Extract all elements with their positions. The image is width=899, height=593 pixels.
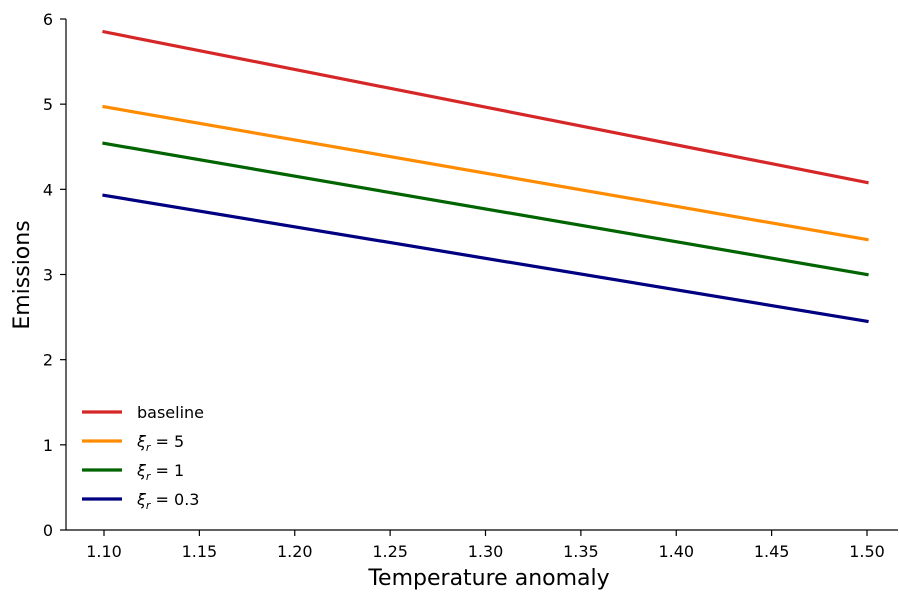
series-lines	[102, 29, 869, 324]
legend-label-main: ξ	[136, 432, 147, 451]
legend-label-2: ξr = 1	[136, 461, 184, 483]
x-tick-label: 1.25	[372, 542, 408, 561]
y-tick-label: 3	[43, 266, 53, 285]
legend-label-3: ξr = 0.3	[136, 490, 199, 512]
x-tick-label: 1.15	[182, 542, 218, 561]
x-axis-title: Temperature anomaly	[367, 566, 609, 591]
x-tick-label: 1.40	[658, 542, 694, 561]
legend-label-rest: = 1	[150, 461, 184, 480]
y-axis-title: Emissions	[10, 220, 35, 329]
y-tick-label: 5	[43, 95, 53, 114]
x-tick-label: 1.50	[849, 542, 885, 561]
y-tick-label: 0	[43, 521, 53, 540]
legend-label-0: baseline	[137, 403, 204, 422]
series-line-3	[102, 193, 869, 324]
legend-label-main: baseline	[137, 403, 204, 422]
x-tick-label: 1.30	[468, 542, 504, 561]
legend-label-main: ξ	[136, 461, 147, 480]
x-tick-label: 1.10	[86, 542, 122, 561]
x-tick-label: 1.35	[563, 542, 599, 561]
y-tick-label: 2	[43, 351, 53, 370]
y-tick-label: 6	[43, 10, 53, 29]
series-line-0	[102, 29, 869, 185]
legend-label-main: ξ	[136, 490, 147, 509]
series-line-2	[102, 141, 869, 277]
legend-label-subscript: r	[146, 499, 152, 512]
x-tick-label: 1.20	[277, 542, 313, 561]
x-axis-ticks: 1.10 1.15 1.20 1.25 1.30 1.35 1.40 1.45 1.50	[86, 530, 885, 561]
x-tick-label: 1.45	[754, 542, 790, 561]
legend-label-subscript: r	[146, 441, 152, 454]
y-tick-label: 1	[43, 436, 53, 455]
legend-label-rest: = 5	[150, 432, 184, 451]
y-tick-label: 4	[43, 180, 53, 199]
y-axis-ticks: 0 1 2 3 4 5 6	[43, 10, 66, 540]
legend-label-1: ξr = 5	[136, 432, 184, 454]
plot-area: 1.10 1.15 1.20 1.25 1.30 1.35 1.40 1.45 1.50 0 1 2…	[43, 10, 898, 561]
legend-label-rest: = 0.3	[150, 490, 199, 509]
series-line-1	[102, 104, 869, 242]
legend-label-subscript: r	[146, 470, 152, 483]
